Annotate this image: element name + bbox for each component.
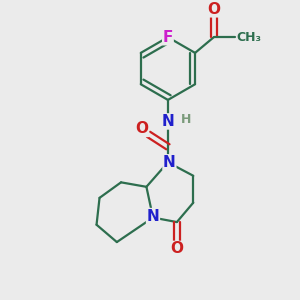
Text: O: O [135, 122, 148, 136]
Text: O: O [170, 242, 183, 256]
Text: N: N [147, 208, 159, 224]
Text: CH₃: CH₃ [237, 31, 262, 44]
Text: O: O [207, 2, 220, 17]
Text: H: H [181, 113, 191, 126]
Text: F: F [163, 30, 173, 45]
Text: N: N [161, 114, 174, 129]
Text: N: N [163, 155, 176, 170]
